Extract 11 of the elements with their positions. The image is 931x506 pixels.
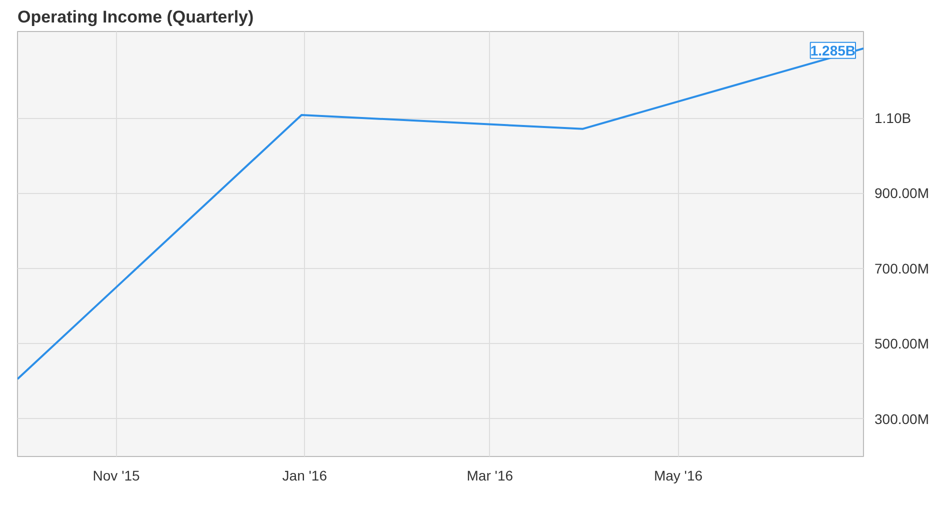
y-tick-label: 300.00M <box>874 410 929 427</box>
x-tick-label: Jan '16 <box>282 468 328 484</box>
x-tick-label: May '16 <box>654 468 703 484</box>
data-label: 1.285B <box>810 42 856 58</box>
y-tick-label: 500.00M <box>874 336 929 352</box>
x-tick-label: Mar '16 <box>466 468 514 484</box>
chart-title: Operating Income (Quarterly) <box>18 8 254 26</box>
y-tick-label: 900.00M <box>874 185 929 202</box>
y-tick-label: 1.10B <box>874 110 912 126</box>
x-tick-label: Nov '15 <box>92 468 140 484</box>
y-tick-label: 700.00M <box>874 260 929 276</box>
